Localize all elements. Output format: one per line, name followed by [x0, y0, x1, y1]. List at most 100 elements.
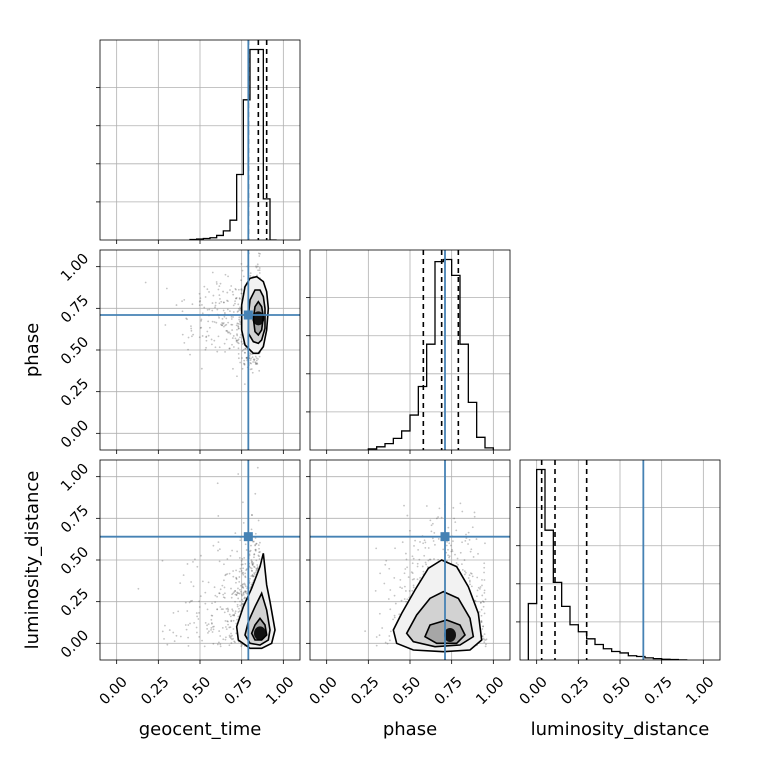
sample-point	[481, 578, 483, 581]
sample-point	[215, 283, 218, 285]
sample-point	[229, 626, 232, 629]
sample-point	[205, 346, 207, 349]
sample-point	[392, 618, 394, 621]
sample-point	[422, 542, 425, 545]
sample-point	[203, 645, 206, 648]
sample-point	[413, 578, 415, 580]
sample-point	[225, 329, 228, 332]
sample-point	[221, 626, 224, 629]
sample-point	[241, 269, 244, 272]
sample-point	[204, 591, 207, 594]
sample-point	[223, 611, 226, 614]
sample-point	[220, 300, 223, 303]
sample-point	[211, 302, 214, 304]
contour-line-2	[252, 300, 265, 337]
sample-point	[218, 548, 221, 551]
sample-point	[240, 645, 243, 648]
sample-point	[251, 356, 254, 359]
sample-point	[244, 597, 247, 599]
sample-point	[455, 562, 458, 564]
sample-point	[241, 584, 244, 586]
sample-point	[244, 575, 247, 578]
sample-point	[480, 620, 483, 623]
sample-point	[144, 281, 147, 284]
y-tick-label: 0.75	[58, 292, 92, 326]
sample-point	[480, 608, 483, 611]
contour-line-0	[240, 275, 270, 355]
contour-line-2	[423, 619, 466, 645]
x-tick-label: 0.25	[348, 674, 382, 708]
sample-point	[255, 265, 257, 268]
sample-point	[222, 608, 224, 611]
sample-point	[241, 585, 244, 588]
sample-point	[206, 330, 209, 333]
sample-point	[240, 559, 243, 562]
sample-point	[221, 324, 224, 327]
sample-point	[249, 274, 252, 277]
sample-point	[191, 599, 193, 602]
sample-point	[256, 466, 259, 469]
sample-point	[210, 629, 212, 631]
sample-point	[477, 552, 479, 555]
sample-point	[218, 641, 220, 644]
sample-point	[182, 574, 185, 577]
sample-point	[424, 546, 427, 549]
sample-point	[483, 566, 486, 569]
sample-point	[253, 359, 256, 362]
sample-point	[399, 578, 402, 581]
sample-point	[423, 554, 426, 557]
sample-point	[225, 329, 228, 332]
sample-point	[234, 287, 237, 290]
sample-point	[416, 562, 419, 565]
sample-point	[219, 645, 222, 648]
sample-point	[236, 334, 239, 337]
sample-point	[406, 598, 409, 601]
sample-point	[230, 285, 233, 287]
sample-point	[482, 605, 485, 608]
x-tick-label: 0.50	[180, 674, 214, 708]
sample-point	[218, 592, 221, 595]
sample-point	[241, 501, 244, 504]
sample-point	[430, 530, 433, 533]
sample-point	[479, 587, 481, 590]
sample-point	[242, 521, 245, 524]
sample-point	[258, 551, 260, 554]
sample-point	[227, 620, 229, 623]
sample-point	[255, 359, 258, 362]
contour-line-0	[392, 559, 483, 653]
sample-point	[240, 340, 243, 343]
sample-point	[254, 361, 257, 364]
sample-point	[442, 548, 445, 551]
sample-point	[218, 294, 221, 296]
x-tick-label: 1.00	[473, 674, 507, 708]
sample-point	[230, 642, 233, 644]
sample-point	[469, 583, 471, 586]
sample-point	[437, 516, 439, 518]
sample-point	[431, 522, 434, 525]
sample-point	[241, 343, 244, 345]
hist-panel-geocent_time-content	[100, 40, 300, 240]
sample-point	[215, 281, 218, 283]
sample-point	[239, 323, 242, 326]
sample-point	[248, 550, 251, 553]
sample-point	[210, 343, 213, 346]
sample-point	[238, 557, 241, 559]
sample-point	[485, 643, 487, 646]
sample-point	[256, 564, 259, 566]
sample-point	[411, 572, 414, 575]
truth-marker	[243, 532, 253, 542]
sample-point	[207, 334, 210, 337]
sample-point	[255, 569, 258, 572]
sample-point	[483, 633, 486, 636]
sample-point	[254, 573, 256, 576]
sample-point	[228, 613, 231, 616]
sample-point	[238, 297, 241, 299]
sample-point	[456, 557, 459, 560]
sample-point	[256, 265, 259, 268]
sample-point	[236, 618, 238, 621]
sample-point	[257, 358, 259, 360]
sample-point	[227, 300, 229, 303]
sample-point	[465, 537, 468, 540]
x-tick-label: 0.50	[390, 674, 424, 708]
sample-point	[464, 540, 467, 542]
